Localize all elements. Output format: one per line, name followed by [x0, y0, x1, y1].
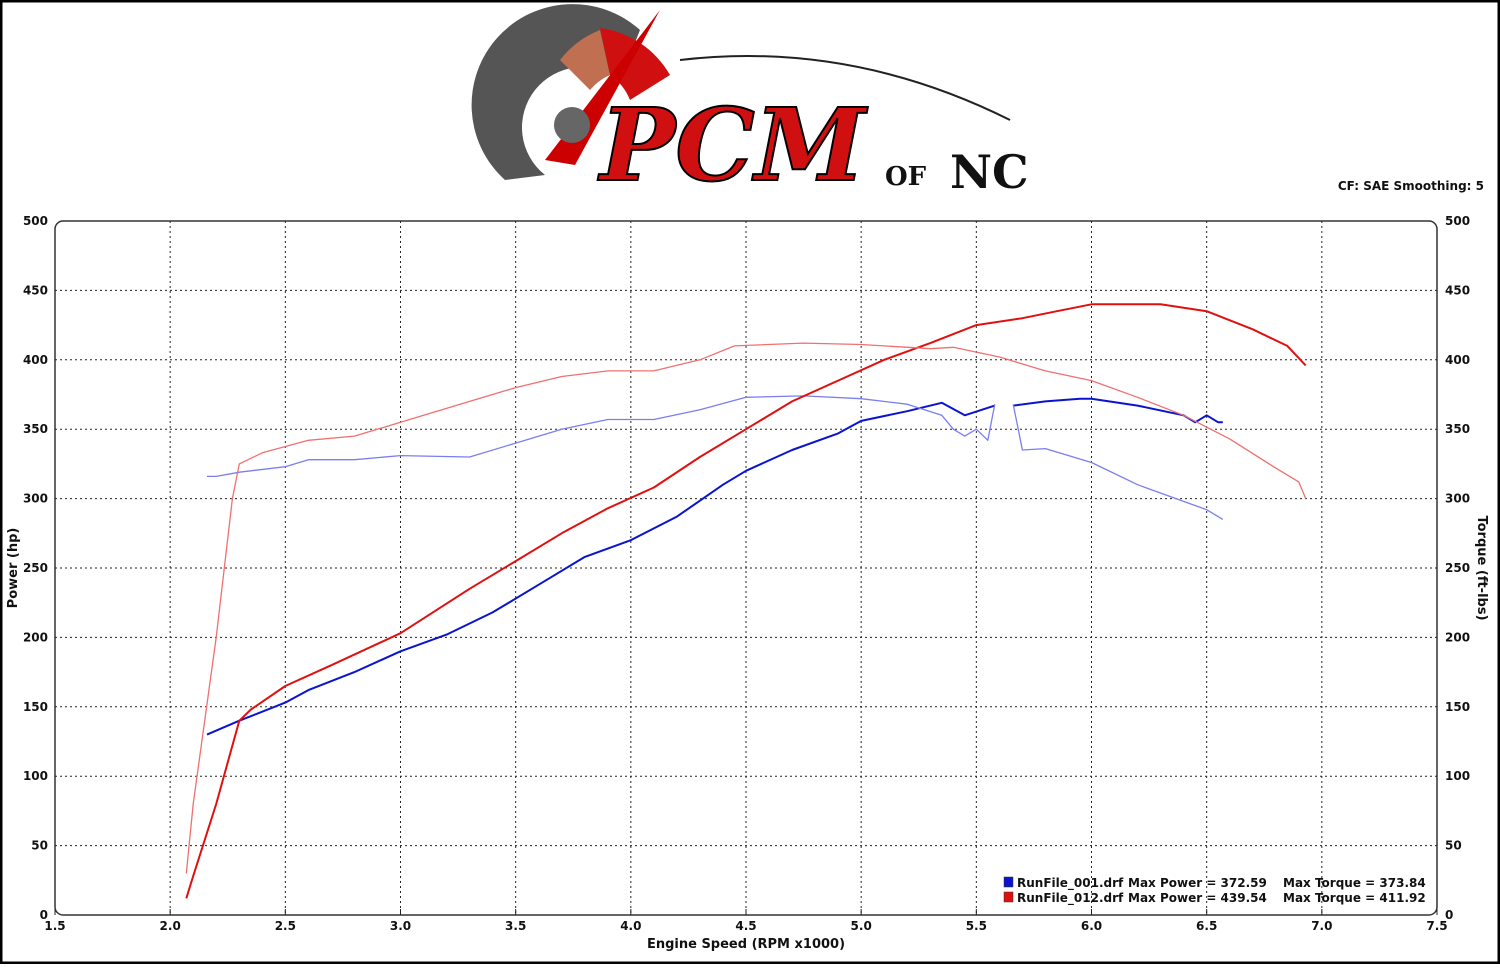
x-axis-label: Engine Speed (RPM x1000) [647, 937, 845, 952]
y2-axis-label: Torque (ft-lbs) [1474, 515, 1489, 620]
y2-tick-label: 0 [1445, 908, 1453, 922]
y-tick-label: 200 [23, 630, 48, 644]
x-tick-label: 1.5 [44, 919, 65, 933]
logo-text: PCM [597, 86, 869, 204]
y-tick-label: 400 [23, 353, 48, 367]
y-tick-label: 500 [23, 214, 48, 228]
y-tick-label: 350 [23, 422, 48, 436]
logo: PCM OF NC [471, 4, 1029, 205]
y2-tick-label: 100 [1445, 769, 1470, 783]
x-tick-label: 5.0 [851, 919, 872, 933]
logo-nc: NC [950, 145, 1029, 199]
series-line [185, 303, 1307, 899]
x-tick-label: 7.0 [1311, 919, 1332, 933]
series-line [185, 342, 1307, 874]
x-tick-label: 2.5 [275, 919, 296, 933]
x-tick-label: 5.5 [966, 919, 987, 933]
y-tick-label: 0 [40, 908, 48, 922]
y2-tick-label: 50 [1445, 839, 1462, 853]
legend-name: RunFile_001.drf [1017, 876, 1124, 891]
y2-tick-label: 150 [1445, 700, 1470, 714]
y2-tick-label: 400 [1445, 353, 1470, 367]
legend-max-power: Max Power = 439.54 [1128, 891, 1267, 905]
legend-max-torque: Max Torque = 373.84 [1283, 876, 1426, 890]
y-tick-label: 300 [23, 492, 48, 506]
y2-tick-label: 500 [1445, 214, 1470, 228]
legend-max-torque: Max Torque = 411.92 [1283, 891, 1426, 905]
y-tick-label: 150 [23, 700, 48, 714]
legend-name: RunFile_012.drf [1017, 891, 1124, 906]
x-tick-label: 7.5 [1426, 919, 1447, 933]
y-tick-label: 50 [31, 839, 48, 853]
y-tick-label: 450 [23, 283, 48, 297]
x-tick-label: 4.5 [735, 919, 756, 933]
logo-of: OF [885, 162, 927, 192]
x-tick-label: 3.0 [390, 919, 411, 933]
x-tick-label: 6.0 [1081, 919, 1102, 933]
y2-tick-label: 200 [1445, 630, 1470, 644]
series-line [207, 395, 1224, 520]
legend-swatch [1003, 876, 1014, 888]
y-axis-label: Power (hp) [6, 528, 21, 609]
y2-tick-label: 450 [1445, 283, 1470, 297]
y2-tick-label: 350 [1445, 422, 1470, 436]
x-tick-label: 4.0 [620, 919, 641, 933]
y-tick-label: 100 [23, 769, 48, 783]
legend-max-power: Max Power = 372.59 [1128, 876, 1267, 890]
x-tick-label: 3.5 [505, 919, 526, 933]
x-tick-label: 6.5 [1196, 919, 1217, 933]
x-tick-label: 2.0 [160, 919, 181, 933]
series-line [206, 397, 1223, 736]
y2-tick-label: 250 [1445, 561, 1470, 575]
legend-swatch [1003, 891, 1014, 903]
y2-tick-label: 300 [1445, 492, 1470, 506]
y-tick-label: 250 [23, 561, 48, 575]
header-note: CF: SAE Smoothing: 5 [1338, 179, 1484, 193]
